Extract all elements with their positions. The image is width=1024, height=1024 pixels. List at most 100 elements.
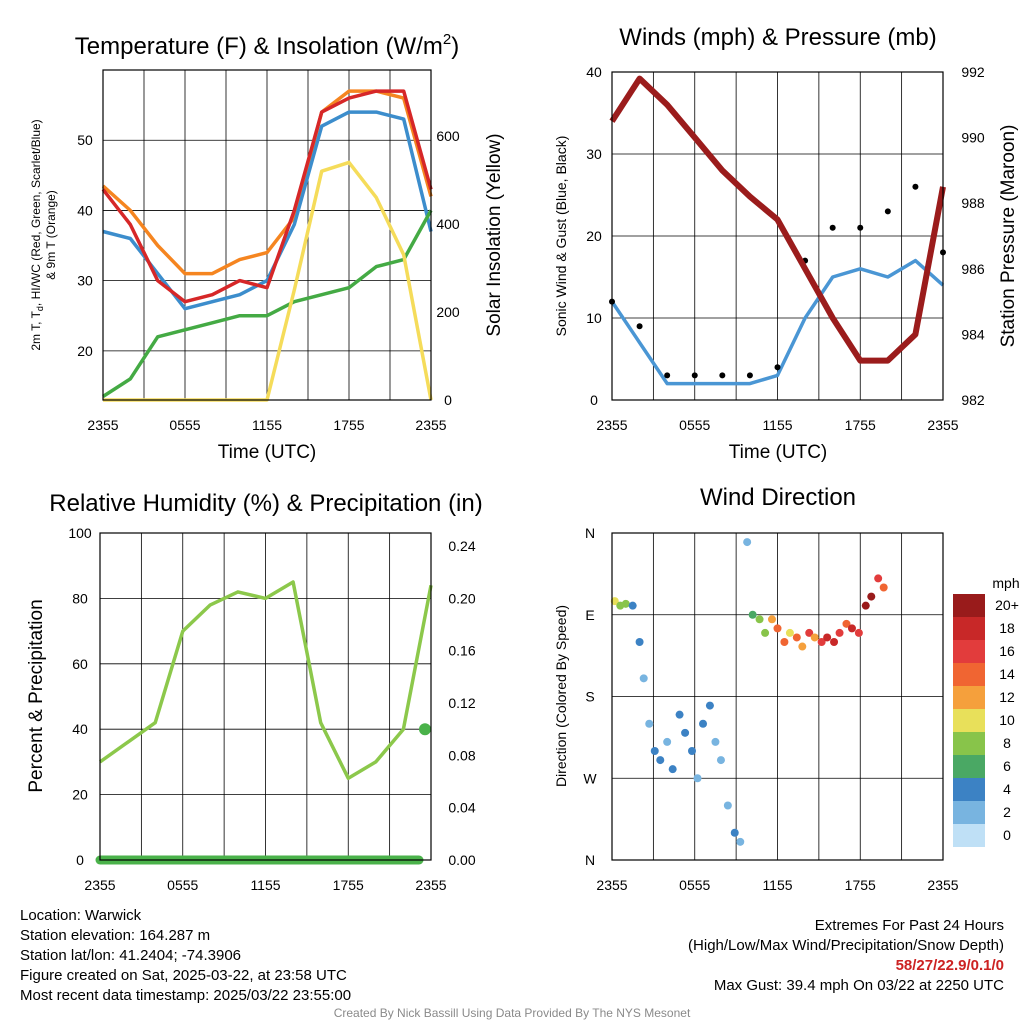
x-tick-label: 2355 xyxy=(596,877,627,893)
legend-label: 12 xyxy=(999,689,1015,705)
direction-point xyxy=(847,624,856,633)
direction-point xyxy=(628,601,637,610)
figure-created: Figure created on Sat, 2025-03-22, at 23… xyxy=(20,967,347,984)
direction-point xyxy=(780,638,789,646)
humidity-frame xyxy=(99,532,432,861)
direction-point xyxy=(861,601,870,610)
gust-point xyxy=(719,372,726,379)
direction-point xyxy=(693,774,702,783)
y-tick-label: 80 xyxy=(72,590,88,606)
station-latlon: Station lat/lon: 41.2404; -74.3906 xyxy=(20,947,242,964)
y2-tick-label: 400 xyxy=(436,216,460,232)
direction-point xyxy=(761,628,770,637)
legend-label: 4 xyxy=(1003,781,1011,797)
direction-point xyxy=(842,619,851,628)
direction-point xyxy=(823,633,832,642)
station-elevation: Station elevation: 164.287 m xyxy=(20,927,211,944)
extremes-description: (High/Low/Max Wind/Precipitation/Snow De… xyxy=(688,937,1004,954)
y2-tick-label: 0.00 xyxy=(448,852,475,868)
direction-point xyxy=(874,574,883,583)
winds-ticks: 2355 0555 1155 1755 2355 0 10 20 30 40 982 984 986 98… xyxy=(586,64,985,433)
x-tick-label: 2355 xyxy=(927,417,958,433)
gust-point xyxy=(691,372,698,379)
gust-point xyxy=(857,224,864,231)
max-gust: Max Gust: 39.4 mph On 03/22 at 2250 UTC xyxy=(713,977,1004,994)
humidity-title: Relative Humidity (%) & Precipitation (i… xyxy=(49,490,482,517)
y2-tick-label: 0 xyxy=(444,392,452,408)
y2-tick-label: 992 xyxy=(961,64,985,80)
humidity-ylabel: Percent & Precipitation xyxy=(26,599,47,792)
extremes-values: 58/27/22.9/0.1/0 xyxy=(895,957,1004,974)
series-line-dew_green xyxy=(102,209,433,398)
winds-frame xyxy=(611,71,944,401)
temperature-xlabel: Time (UTC) xyxy=(218,442,317,463)
y2-tick-label: 0.24 xyxy=(448,538,475,554)
humidity-panel: Relative Humidity (%) & Precipitation (i… xyxy=(26,490,483,893)
direction-point xyxy=(705,701,714,710)
direction-point xyxy=(668,765,677,774)
direction-point xyxy=(854,628,863,637)
gust-point xyxy=(774,364,781,371)
x-tick-label: 1155 xyxy=(250,877,280,893)
direction-tick-label: N xyxy=(585,525,595,541)
wind-direction-ylabel: Direction (Colored By Speed) xyxy=(553,605,569,787)
direction-point xyxy=(699,719,708,728)
y2-tick-label: 984 xyxy=(961,326,985,342)
direction-point xyxy=(767,615,776,624)
y-tick-label: 0 xyxy=(590,392,598,408)
direction-point xyxy=(650,747,659,755)
winds-title: Winds (mph) & Pressure (mb) xyxy=(619,24,936,51)
legend-swatch xyxy=(953,801,985,824)
winds-panel: Winds (mph) & Pressure (mb) 2355 0555 1155… xyxy=(553,24,1019,463)
station-location: Location: Warwick xyxy=(20,907,142,924)
x-tick-label: 2355 xyxy=(415,417,446,433)
y-tick-label: 20 xyxy=(77,343,93,359)
legend-label: 2 xyxy=(1003,804,1011,820)
humidity-grid xyxy=(100,533,431,860)
winds-grid xyxy=(612,71,943,401)
direction-point xyxy=(716,756,725,765)
x-tick-label: 1755 xyxy=(845,877,876,893)
temperature-ylabel: 2m T, Td, HI/WC (Red, Green, Scarlet/Blu… xyxy=(29,119,45,350)
series-line-pressure xyxy=(609,75,946,364)
direction-point xyxy=(681,728,690,737)
legend-label: 0 xyxy=(1003,827,1011,843)
legend-swatch xyxy=(953,617,985,640)
x-tick-label: 2355 xyxy=(415,877,446,893)
legend-swatch xyxy=(953,686,985,709)
wind-direction-panel: Wind Direction 2355 0555 1155 1755 2355NWSEN… xyxy=(553,484,1020,893)
y-tick-label: 20 xyxy=(586,228,602,244)
y2-tick-label: 0.12 xyxy=(448,695,475,711)
x-tick-label: 1755 xyxy=(333,417,364,433)
precip-point xyxy=(419,723,431,736)
legend-label: 14 xyxy=(999,666,1015,682)
legend-swatch xyxy=(953,755,985,778)
temperature-title: Temperature (F) & Insolation (W/m2) xyxy=(75,31,459,60)
legend-label: 10 xyxy=(999,712,1015,728)
direction-point xyxy=(645,719,654,728)
direction-point xyxy=(711,737,720,746)
y-tick-label: 60 xyxy=(72,656,88,672)
direction-point xyxy=(830,638,839,646)
direction-point xyxy=(867,592,876,601)
y2-tick-label: 0.20 xyxy=(448,590,475,606)
gust-point xyxy=(746,372,753,379)
y-tick-label: 20 xyxy=(72,787,88,803)
y-tick-label: 40 xyxy=(77,202,93,218)
gust-point xyxy=(912,183,919,190)
winds-series xyxy=(609,75,946,386)
series-line-wind xyxy=(610,258,945,386)
temperature-ticks: 2355 0555 1155 1755 2355 20 30 40 50 0 200 400 600 xyxy=(77,128,460,433)
y-tick-label: 40 xyxy=(72,721,88,737)
wind-direction-grid xyxy=(612,533,943,860)
series-line-hiwc_blue xyxy=(102,110,433,311)
legend-swatch xyxy=(953,594,985,617)
y2-tick-label: 0.08 xyxy=(448,747,475,763)
series-line-rh xyxy=(98,580,433,781)
direction-point xyxy=(835,628,844,637)
y-tick-label: 30 xyxy=(586,146,602,162)
y2-tick-label: 986 xyxy=(961,261,985,277)
extremes-title: Extremes For Past 24 Hours xyxy=(814,917,1004,934)
y2-tick-label: 200 xyxy=(436,304,460,320)
legend-swatch xyxy=(953,824,985,847)
